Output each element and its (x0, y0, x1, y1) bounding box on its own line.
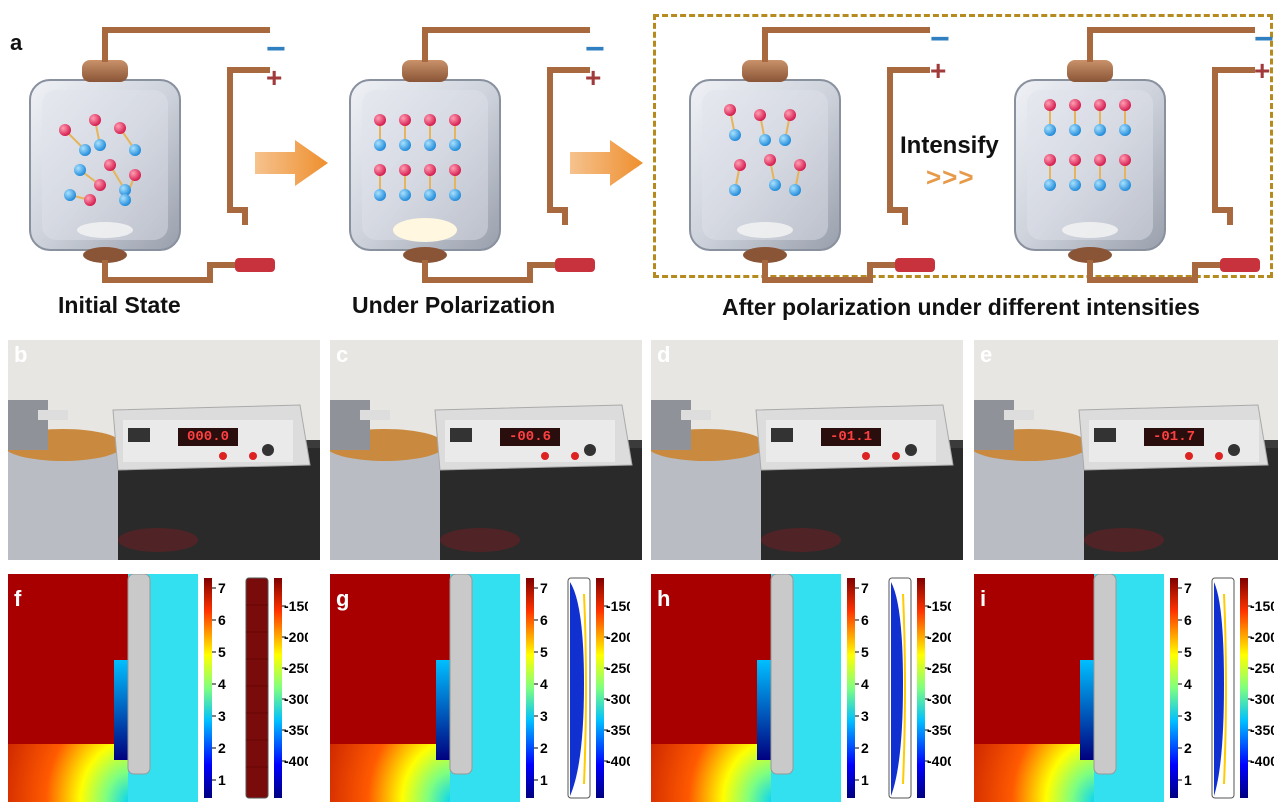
plus-sign-1: + (266, 62, 283, 93)
colorbar-right-tick: -250 (606, 660, 630, 676)
colorbar-right-tick: -250 (284, 660, 308, 676)
simulation-panel-h: 7 6 5 4 3 2 1 -150 -200 -250 -300 -350 -400 h (651, 574, 951, 802)
panel-letter-i: i (980, 586, 987, 611)
colorbar-right-tick: -200 (1250, 629, 1274, 645)
photo-panel-b: 000.0 b (8, 340, 320, 560)
colorbar-left-tick: 7 (218, 580, 226, 596)
colorbar-right-tick: -350 (284, 722, 308, 738)
colorbar-right-tick: -200 (606, 629, 630, 645)
colorbar-left-tick: 3 (540, 708, 548, 724)
colorbar-right-tick: -300 (284, 691, 308, 707)
panel-letter-g: g (336, 586, 350, 611)
simulation-panel-i: 7 6 5 4 3 2 1 -150 -200 -250 -300 -350 -400 i (974, 574, 1274, 802)
plus-sign-2: + (585, 62, 602, 93)
colorbar-left-tick: 5 (861, 644, 869, 660)
photo-panel-c: -00.6 c (330, 340, 642, 560)
simulation-panel-g: 7 6 5 4 3 2 1 -150 -200 -250 -300 -350 -400 g (330, 574, 630, 802)
colorbar-left-tick: 4 (540, 676, 548, 692)
colorbar-left-tick: 3 (861, 708, 869, 724)
process-arrow-2 (570, 140, 643, 186)
colorbar-right-tick: -150 (1250, 598, 1274, 614)
panel-letter-b: b (14, 342, 28, 367)
minus-sign-3: − (930, 20, 950, 58)
process-arrow-1 (255, 140, 328, 186)
colorbar-right-tick: -250 (1250, 660, 1274, 676)
caption-under-polarization: Under Polarization (352, 292, 556, 318)
meter-reading: 000.0 (186, 429, 229, 445)
colorbar-left-tick: 6 (861, 612, 869, 628)
meter-reading: -01.7 (1152, 429, 1195, 445)
colorbar-left-tick: 1 (861, 772, 869, 788)
colorbar-right-tick: -150 (284, 598, 308, 614)
colorbar-right-tick: -200 (284, 629, 308, 645)
caption-initial-state: Initial State (58, 292, 181, 318)
colorbar-left-tick: 6 (218, 612, 226, 628)
colorbar-right-tick: -150 (606, 598, 630, 614)
caption-after-polarization: After polarization under different inten… (722, 294, 1200, 320)
intensify-label: Intensify (900, 132, 999, 159)
photo-panel-e: -01.7 e (974, 340, 1278, 560)
colorbar-right-tick: -300 (1250, 691, 1274, 707)
plus-sign-3: + (930, 55, 947, 86)
minus-sign-1: − (266, 30, 286, 68)
colorbar-right-tick: -300 (606, 691, 630, 707)
colorbar-left-tick: 2 (540, 740, 548, 756)
colorbar-left-tick: 6 (1184, 612, 1192, 628)
colorbar-right-tick: -400 (606, 753, 630, 769)
dashed-group-box (653, 14, 1273, 278)
colorbar-left-tick: 3 (218, 708, 226, 724)
colorbar-left-tick: 4 (218, 676, 226, 692)
minus-sign-2: − (585, 30, 605, 68)
colorbar-left-tick: 5 (540, 644, 548, 660)
polarization-cells-illustration (0, 0, 1284, 330)
colorbar-left-tick: 2 (1184, 740, 1192, 756)
colorbar-left-tick: 1 (540, 772, 548, 788)
colorbar-right-tick: -400 (284, 753, 308, 769)
panel-letter-a: a (10, 30, 23, 55)
colorbar-left-tick: 4 (861, 676, 869, 692)
colorbar-left-tick: 1 (1184, 772, 1192, 788)
colorbar-right-tick: -300 (927, 691, 951, 707)
panel-letter-c: c (336, 342, 349, 367)
colorbar-right-tick: -400 (927, 753, 951, 769)
colorbar-left-tick: 2 (218, 740, 226, 756)
photo-panel-d: -01.1 d (651, 340, 963, 560)
simulation-panel-f: 7 6 5 4 3 2 1 -150 -200 -250 -300 -350 -400 f (8, 574, 308, 802)
colorbar-right-tick: -350 (927, 722, 951, 738)
colorbar-left-tick: 7 (861, 580, 869, 596)
panel-letter-e: e (980, 342, 993, 367)
colorbar-left-tick: 1 (218, 772, 226, 788)
panel-letter-f: f (14, 586, 22, 611)
colorbar-right-tick: -350 (606, 722, 630, 738)
colorbar-right-tick: -400 (1250, 753, 1274, 769)
panel-letter-d: d (657, 342, 671, 367)
colorbar-right-tick: -350 (1250, 722, 1274, 738)
meter-reading: -01.1 (829, 429, 872, 445)
colorbar-right-tick: -150 (927, 598, 951, 614)
meter-reading: -00.6 (508, 429, 551, 445)
colorbar-left-tick: 2 (861, 740, 869, 756)
colorbar-left-tick: 5 (1184, 644, 1192, 660)
panel-letter-h: h (657, 586, 671, 611)
intensify-chevrons: >>> (926, 162, 975, 192)
colorbar-right-tick: -250 (927, 660, 951, 676)
colorbar-left-tick: 4 (1184, 676, 1192, 692)
colorbar-left-tick: 7 (540, 580, 548, 596)
minus-sign-4: − (1254, 20, 1274, 58)
colorbar-left-tick: 3 (1184, 708, 1192, 724)
colorbar-right-tick: -200 (927, 629, 951, 645)
colorbar-left-tick: 7 (1184, 580, 1192, 596)
plus-sign-4: + (1254, 55, 1271, 86)
colorbar-left-tick: 6 (540, 612, 548, 628)
colorbar-left-tick: 5 (218, 644, 226, 660)
